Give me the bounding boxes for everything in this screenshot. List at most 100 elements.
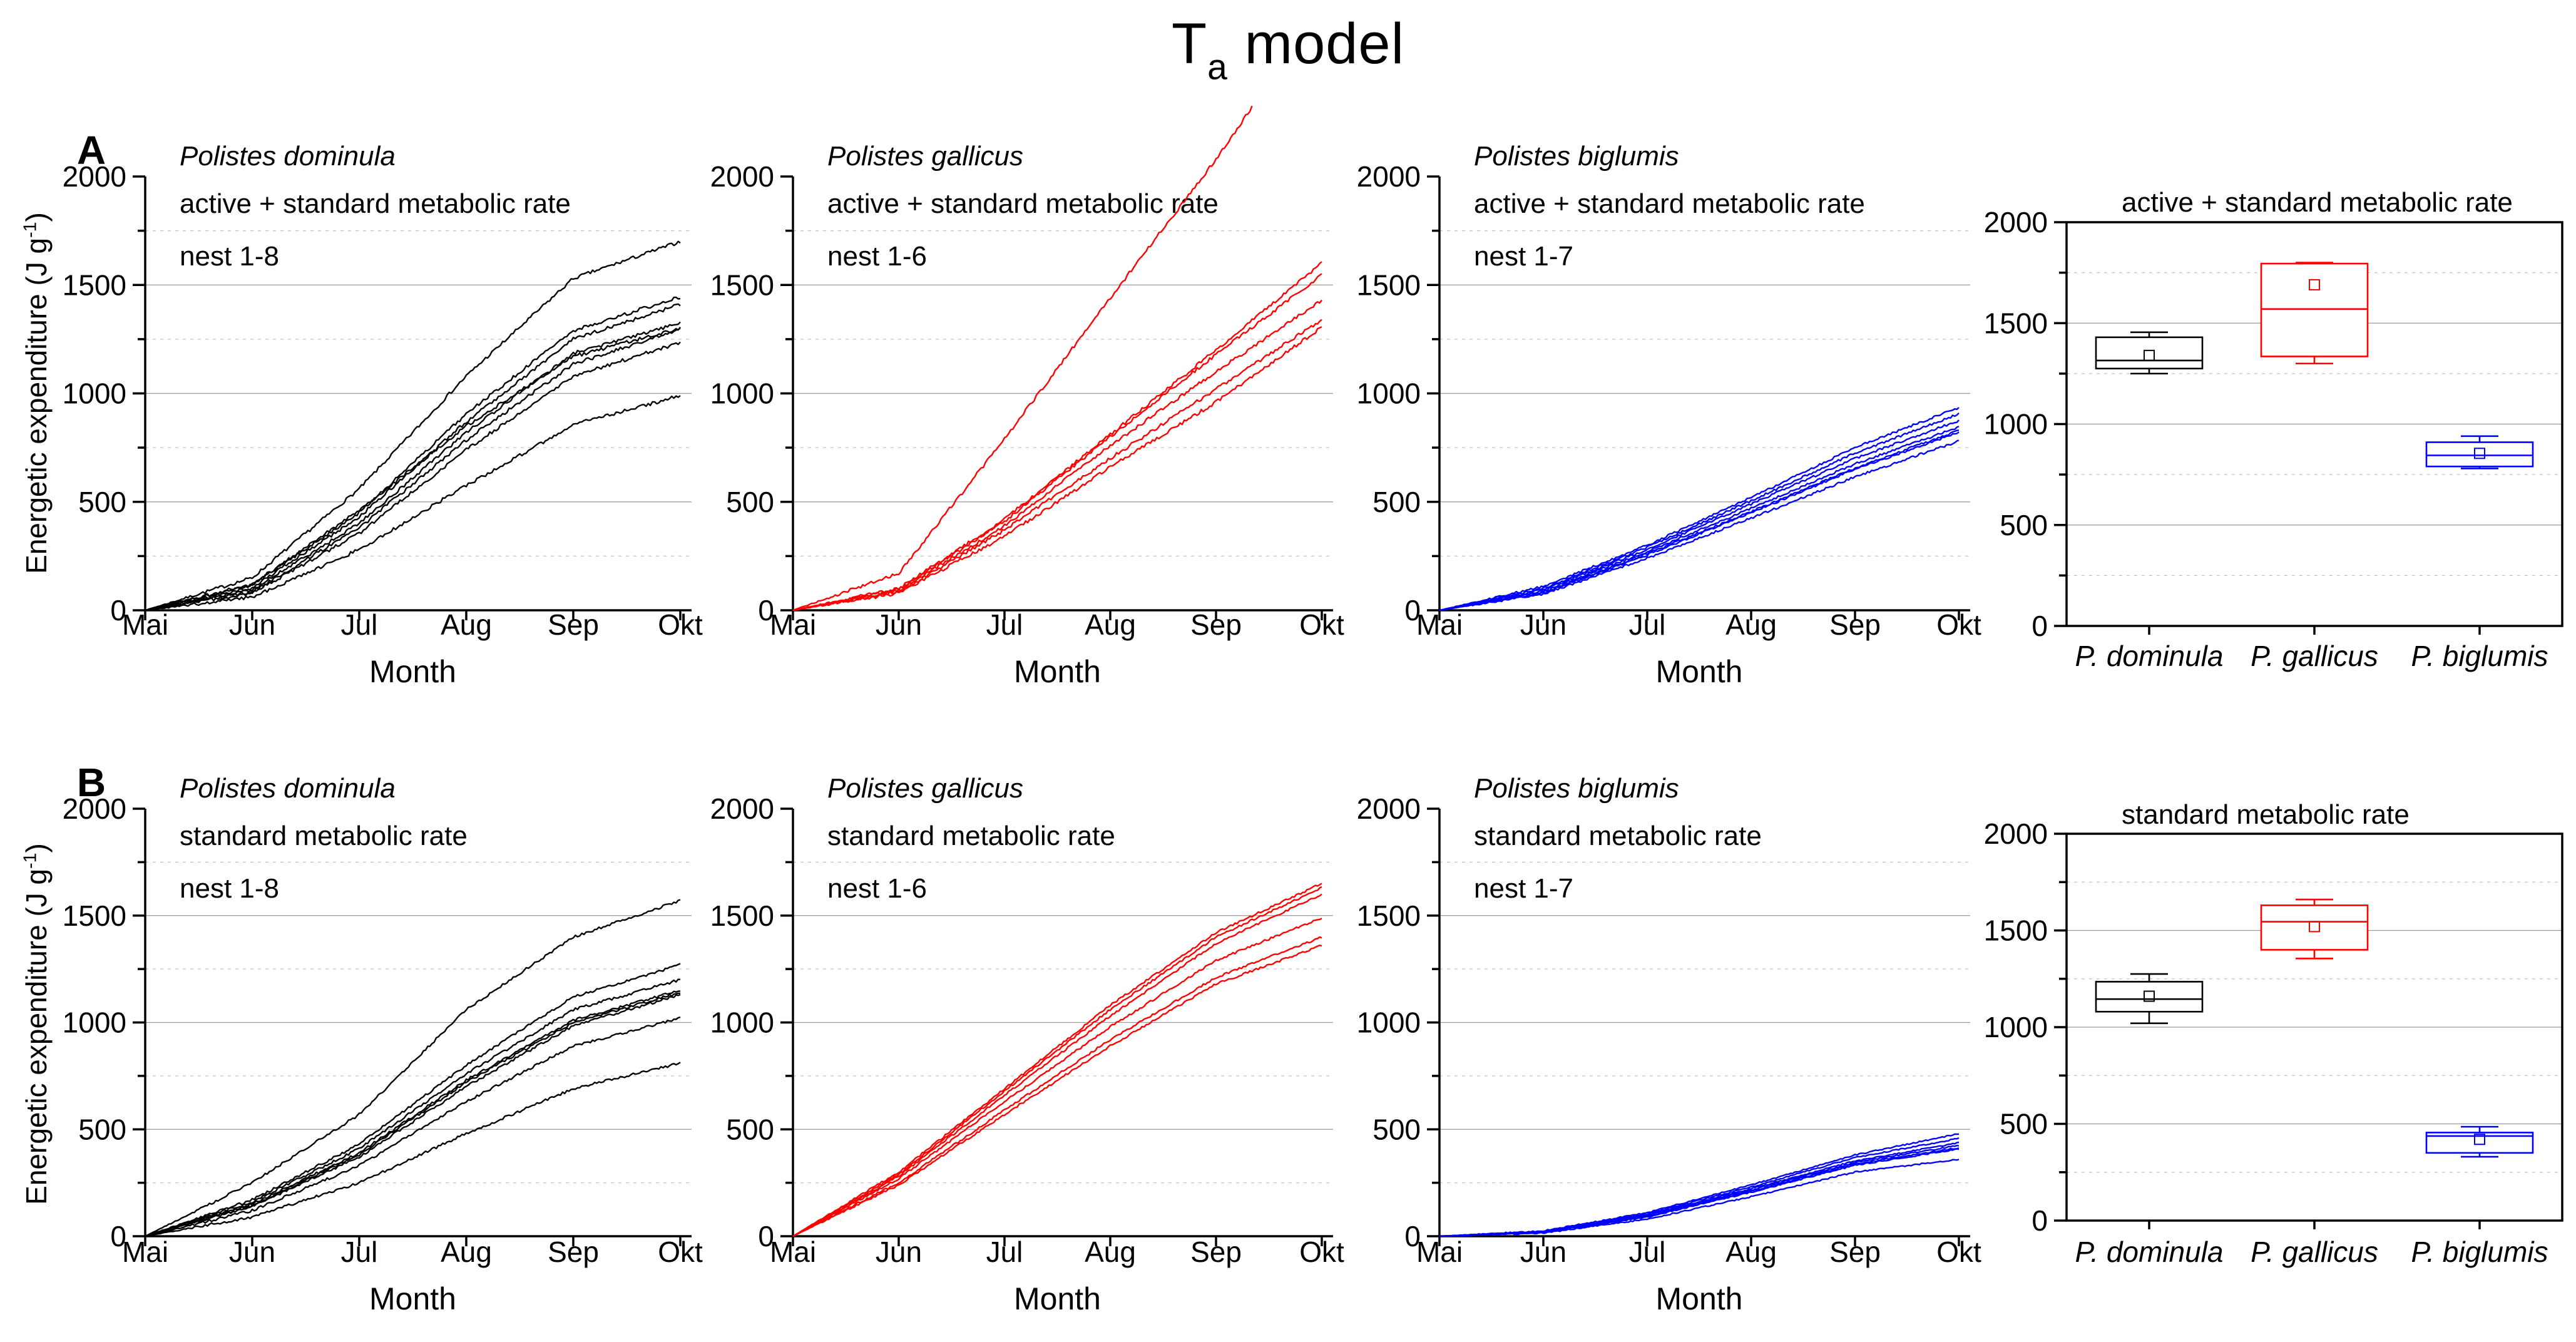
box-panel-a-4: 0 500 1000 1500 2000 active + standard metabo… xyxy=(1984,187,2563,672)
x-tick-label-month: Jun xyxy=(876,1236,922,1268)
x-tick-label-month: Okt xyxy=(658,1236,703,1268)
y-tick-label: 1000 xyxy=(1357,1006,1421,1039)
line-panel-a-1: 0 500 1000 1500 2000 Mai Jun Jul Aug Sep Okt Month A… xyxy=(63,128,703,689)
x-axis-label: Month xyxy=(369,654,456,689)
mean-marker xyxy=(2144,349,2155,361)
y-tick-label: 2000 xyxy=(710,160,774,193)
y-tick-label: 1000 xyxy=(1357,377,1421,410)
y-tick-label: 1500 xyxy=(63,899,126,932)
y-tick-label: 500 xyxy=(1372,486,1421,518)
x-tick-label-month: Mai xyxy=(122,608,168,641)
mean-marker xyxy=(2144,990,2155,1002)
x-tick-label-month: Aug xyxy=(1085,1236,1136,1268)
title-rest: model xyxy=(1227,12,1405,76)
metabolic-rate-label: active + standard metabolic rate xyxy=(827,188,1219,219)
series-line-nest-3 xyxy=(792,893,1322,1237)
x-tick-label-month: Sep xyxy=(1190,1236,1242,1268)
series-line-nest-4 xyxy=(792,918,1322,1237)
series-line-nest-7 xyxy=(1439,439,1960,612)
mean-marker xyxy=(2474,1134,2485,1145)
y-tick-label: 500 xyxy=(78,1113,126,1145)
x-tick-label-month: Jun xyxy=(1520,608,1567,641)
x-axis-label: Month xyxy=(1656,1281,1743,1316)
x-tick-label-month: Aug xyxy=(441,1236,492,1268)
mean-marker xyxy=(2309,921,2320,933)
y-tick-label: 2000 xyxy=(1357,792,1421,825)
series-line-nest-4 xyxy=(1439,426,1960,612)
nest-range-label: nest 1-6 xyxy=(827,873,927,904)
series-line-nest-4 xyxy=(145,321,681,612)
series-line-nest-1 xyxy=(1439,1133,1960,1237)
line-panel-b-3: 0 500 1000 1500 2000 Mai Jun Jul Aug Sep Okt Month P… xyxy=(1357,773,1981,1316)
x-tick-label-month: Jul xyxy=(341,1236,378,1268)
row-label: A xyxy=(77,128,106,173)
mean-marker xyxy=(2309,279,2320,290)
box-iqr xyxy=(2260,262,2369,357)
box-iqr xyxy=(2425,441,2534,468)
category-label: P. gallicus xyxy=(2251,640,2378,672)
boxplot-p-biglumis xyxy=(2425,1125,2534,1158)
series-line-nest-5 xyxy=(145,992,681,1237)
x-axis-label: Month xyxy=(1014,1281,1101,1316)
y-tick-label: 2000 xyxy=(1984,206,2048,238)
y-tick-label: 1500 xyxy=(710,269,774,301)
mean-marker xyxy=(2474,448,2485,459)
series-line-nest-3 xyxy=(792,273,1322,612)
y-tick-label: 1000 xyxy=(1984,408,2048,441)
x-tick-label-month: Mai xyxy=(1416,608,1463,641)
line-panel-b-1: 0 500 1000 1500 2000 Mai Jun Jul Aug Sep Okt Month B… xyxy=(63,760,703,1316)
series-line-nest-1 xyxy=(792,105,1253,612)
series-line-nest-3 xyxy=(1439,1141,1960,1237)
x-tick-label-month: Sep xyxy=(1829,608,1881,641)
series-line-nest-7 xyxy=(145,341,681,612)
series-line-nest-6 xyxy=(145,327,681,612)
row-label: B xyxy=(77,760,106,805)
line-panel-b-2: 0 500 1000 1500 2000 Mai Jun Jul Aug Sep Okt Month P… xyxy=(710,773,1344,1316)
x-tick-label-month: Aug xyxy=(1085,608,1136,641)
y-tick-label: 0 xyxy=(1404,1220,1421,1252)
series-line-nest-5 xyxy=(792,319,1322,612)
x-tick-label-month: Jul xyxy=(341,608,378,641)
line-panel-a-2: 0 500 1000 1500 2000 Mai Jun Jul Aug Sep Okt Month P… xyxy=(710,105,1344,689)
boxplot-title: standard metabolic rate xyxy=(2122,799,2410,830)
y-tick-label: 0 xyxy=(110,594,126,627)
x-tick-label-month: Jun xyxy=(1520,1236,1567,1268)
y-tick-label: 500 xyxy=(1372,1113,1421,1145)
x-axis-label: Month xyxy=(1014,654,1101,689)
series-line-nest-2 xyxy=(1439,412,1960,612)
x-tick-label-month: Jun xyxy=(229,608,275,641)
y-tick-label: 1500 xyxy=(1357,269,1421,301)
series-line-nest-6 xyxy=(145,993,681,1237)
title-subscript: a xyxy=(1207,47,1228,88)
y-tick-label: 0 xyxy=(110,1220,126,1252)
species-label: Polistes dominula xyxy=(180,141,396,172)
y-tick-label: 500 xyxy=(2000,1108,2048,1140)
series-line-nest-5 xyxy=(792,936,1322,1237)
series-line-nest-8 xyxy=(145,1062,681,1237)
figure-title: Ta model xyxy=(0,11,2576,88)
y-tick-label: 1500 xyxy=(63,269,126,301)
category-label: P. biglumis xyxy=(2411,1236,2548,1268)
species-label: Polistes biglumis xyxy=(1474,773,1679,804)
series-line-nest-1 xyxy=(792,883,1322,1237)
x-tick-label-month: Mai xyxy=(1416,1236,1463,1268)
x-axis-label: Month xyxy=(1656,654,1743,689)
nest-range-label: nest 1-8 xyxy=(180,241,279,272)
nest-range-label: nest 1-7 xyxy=(1474,873,1573,904)
y-tick-label: 2000 xyxy=(710,792,774,825)
x-tick-label-month: Jul xyxy=(1629,608,1666,641)
series-line-nest-1 xyxy=(145,240,681,612)
boxplot-p-gallicus xyxy=(2260,898,2369,960)
series-line-nest-6 xyxy=(1439,1148,1960,1237)
y-tick-label: 1500 xyxy=(1357,899,1421,932)
species-label: Polistes biglumis xyxy=(1474,141,1679,172)
metabolic-rate-label: active + standard metabolic rate xyxy=(1474,188,1865,219)
series-line-nest-1 xyxy=(1439,407,1960,612)
x-tick-label-month: Sep xyxy=(548,608,599,641)
species-label: Polistes gallicus xyxy=(827,141,1023,172)
y-tick-label: 500 xyxy=(726,1113,774,1145)
y-tick-label: 0 xyxy=(2032,1204,2048,1237)
y-tick-label: 1000 xyxy=(63,1006,126,1039)
